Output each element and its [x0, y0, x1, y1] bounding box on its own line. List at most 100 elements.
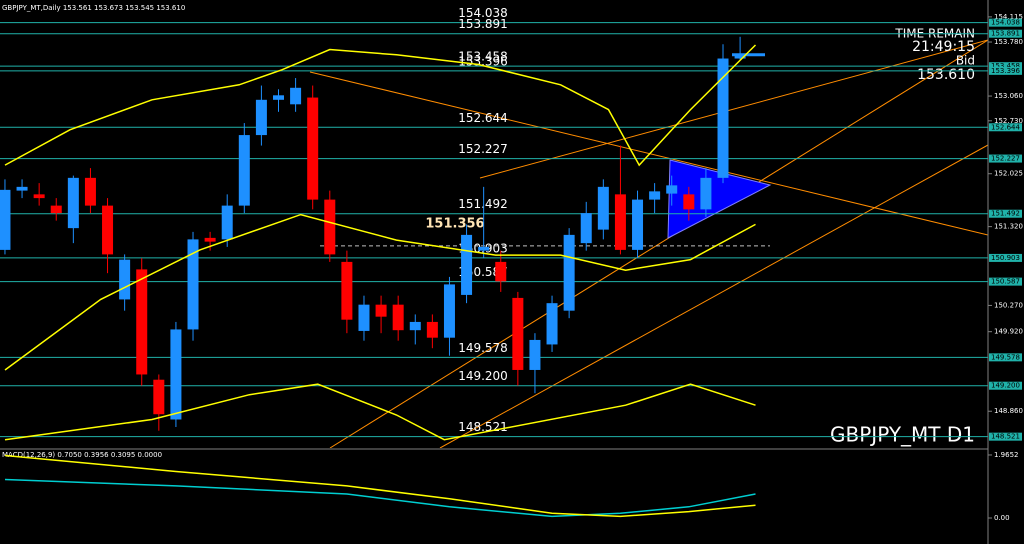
candle-body: [649, 191, 661, 200]
level-tag-label: 153.396: [991, 67, 1020, 75]
level-tag: [989, 154, 1022, 163]
y-tick-label: 153.780: [994, 38, 1023, 46]
candle-body: [273, 95, 285, 100]
bid-value: 153.610: [917, 67, 975, 83]
level-tag: [989, 123, 1022, 132]
level-tag: [989, 381, 1022, 390]
candle-body: [290, 87, 302, 105]
candle-body: [563, 234, 575, 311]
level-tag-label: 153.458: [991, 62, 1020, 70]
y-tick-label: 151.320: [994, 223, 1023, 231]
candle-body: [409, 321, 421, 331]
candle-body: [102, 205, 114, 255]
trendlines: [309, 39, 988, 448]
band-line: [4, 383, 756, 441]
candle-body: [153, 379, 165, 415]
candle-body: [632, 199, 644, 250]
level-tag: [989, 432, 1022, 441]
candle-body: [683, 194, 695, 210]
level-tag: [989, 18, 1022, 27]
trendline: [439, 144, 988, 448]
level-tag-label: 150.903: [991, 254, 1020, 262]
level-label: 149.578: [458, 341, 508, 355]
candle-body: [375, 304, 387, 317]
level-tag-label: 152.644: [991, 123, 1020, 131]
level-label: 149.200: [458, 369, 508, 383]
candle-body: [238, 135, 250, 206]
trendline: [479, 39, 988, 179]
candle-body: [33, 194, 45, 199]
level-label: 153.891: [458, 17, 508, 31]
level-tag-label: 153.891: [991, 30, 1020, 38]
candle-body: [426, 321, 438, 338]
macd-line: [4, 454, 756, 518]
level-tag: [989, 209, 1022, 218]
candle-body: [392, 304, 404, 331]
level-label: 153.458: [458, 50, 508, 64]
candle-body: [16, 186, 28, 191]
candle-body: [717, 58, 729, 178]
y-tick-label: 152.730: [994, 117, 1023, 125]
candle-body: [546, 303, 558, 345]
level-tag-label: 148.521: [991, 433, 1020, 441]
candle-body: [136, 269, 148, 375]
candle-body: [666, 185, 678, 194]
time-remain: 21:49:15: [912, 39, 975, 55]
candle-body: [580, 213, 592, 244]
level-tag: [989, 353, 1022, 362]
level-label: 151.492: [458, 197, 508, 211]
candle-body: [358, 304, 370, 331]
candle-body: [597, 186, 609, 230]
level-tag: [989, 253, 1022, 262]
trendline: [329, 39, 988, 448]
band-line: [4, 213, 756, 371]
macd-line: [4, 478, 756, 518]
candle-body: [204, 237, 216, 242]
candle-body: [119, 259, 131, 300]
candle-body: [461, 234, 473, 295]
candle-body: [529, 339, 541, 370]
candle-body: [0, 189, 11, 250]
macd-title: MACD(12,26,9) 0.7050 0.3956 0.3095 0.000…: [2, 451, 162, 459]
y-tick-label: 152.025: [994, 170, 1023, 178]
candle-body: [255, 99, 267, 136]
level-tag-label: 149.578: [991, 353, 1020, 361]
y-tick-label: 150.270: [994, 301, 1023, 309]
candle-body: [187, 239, 199, 330]
band-line: [4, 44, 757, 167]
annotation-label: 151.356: [425, 216, 484, 231]
level-tag-label: 149.200: [991, 382, 1020, 390]
chart-header: GBPJPY_MT,Daily 153.561 153.673 153.545 …: [2, 4, 185, 12]
bid-label: Bid: [956, 54, 975, 68]
candle-body: [67, 177, 79, 229]
level-label: 152.227: [458, 142, 508, 156]
candle-body: [84, 177, 96, 206]
candle-body: [512, 297, 524, 370]
level-label: 154.038: [458, 6, 508, 20]
macd-tick-label: 0.00: [994, 514, 1010, 522]
level-label: 153.396: [458, 54, 508, 68]
macd-tick-label: 1.9652: [994, 451, 1019, 459]
candle-body: [478, 246, 490, 251]
y-tick-label: 153.060: [994, 92, 1023, 100]
level-tag-label: 154.038: [991, 19, 1020, 27]
candle-body: [495, 261, 507, 282]
candle-body: [443, 284, 455, 338]
candle-body: [614, 194, 626, 250]
macd-panel: [4, 454, 756, 518]
candle-body: [170, 329, 182, 420]
candle-body: [50, 205, 62, 214]
candle-body: [221, 205, 233, 240]
level-tag-label: 152.227: [991, 155, 1020, 163]
candle-body: [324, 199, 336, 255]
candle-body: [734, 54, 746, 59]
symbol-label: GBPJPY_MT D1: [830, 423, 975, 447]
y-tick-label: 154.115: [994, 13, 1023, 21]
level-tag: [989, 277, 1022, 286]
candle-body: [307, 97, 319, 200]
candle-body: [700, 177, 712, 210]
y-tick-label: 148.860: [994, 407, 1023, 415]
y-tick-label: 149.920: [994, 328, 1023, 336]
